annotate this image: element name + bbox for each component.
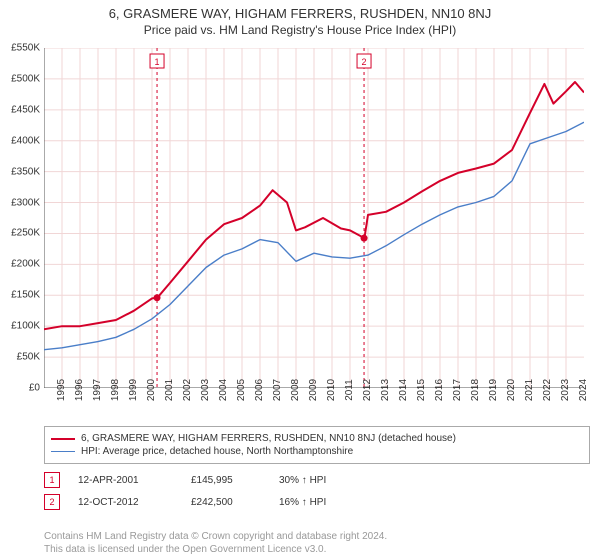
attribution-line1: Contains HM Land Registry data © Crown c… xyxy=(44,530,584,543)
y-tick-label: £100K xyxy=(0,321,40,332)
y-tick-label: £200K xyxy=(0,259,40,270)
svg-text:2: 2 xyxy=(362,57,367,67)
attribution-line2: This data is licensed under the Open Gov… xyxy=(44,543,584,556)
sale-row: 2 12-OCT-2012 £242,500 16% ↑ HPI xyxy=(44,494,584,510)
chart-title-line1: 6, GRASMERE WAY, HIGHAM FERRERS, RUSHDEN… xyxy=(4,6,596,21)
sale-price: £242,500 xyxy=(191,497,261,508)
sale-date: 12-APR-2001 xyxy=(78,475,173,486)
sale-price: £145,995 xyxy=(191,475,261,486)
legend-swatch-hpi xyxy=(51,451,75,452)
chart-container: 6, GRASMERE WAY, HIGHAM FERRERS, RUSHDEN… xyxy=(0,0,600,560)
svg-text:1: 1 xyxy=(155,57,160,67)
y-tick-label: £450K xyxy=(0,104,40,115)
sale-delta: 16% ↑ HPI xyxy=(279,497,369,508)
attribution: Contains HM Land Registry data © Crown c… xyxy=(44,530,584,556)
legend-label-property: 6, GRASMERE WAY, HIGHAM FERRERS, RUSHDEN… xyxy=(81,433,456,444)
y-axis-labels: £0£50K£100K£150K£200K£250K£300K£350K£400… xyxy=(0,48,42,388)
x-axis-labels: 1995199619971998199920002001200220032004… xyxy=(44,388,584,418)
legend-swatch-property xyxy=(51,438,75,440)
y-tick-label: £150K xyxy=(0,290,40,301)
plot-svg: 12 xyxy=(44,48,584,388)
y-tick-label: £0 xyxy=(0,383,40,394)
sales-table: 1 12-APR-2001 £145,995 30% ↑ HPI 2 12-OCT-201… xyxy=(44,466,584,516)
x-tick-label: 2024 xyxy=(566,379,589,401)
legend-row-property: 6, GRASMERE WAY, HIGHAM FERRERS, RUSHDEN… xyxy=(51,433,583,444)
y-tick-label: £350K xyxy=(0,166,40,177)
sale-marker-box: 1 xyxy=(44,472,60,488)
sale-date: 12-OCT-2012 xyxy=(78,497,173,508)
y-tick-label: £250K xyxy=(0,228,40,239)
chart-title-block: 6, GRASMERE WAY, HIGHAM FERRERS, RUSHDEN… xyxy=(0,0,600,41)
y-tick-label: £500K xyxy=(0,73,40,84)
sale-delta: 30% ↑ HPI xyxy=(279,475,369,486)
sale-row: 1 12-APR-2001 £145,995 30% ↑ HPI xyxy=(44,472,584,488)
legend-label-hpi: HPI: Average price, detached house, Nort… xyxy=(81,446,353,457)
y-tick-label: £50K xyxy=(0,352,40,363)
plot-area: 12 xyxy=(44,48,584,388)
y-tick-label: £300K xyxy=(0,197,40,208)
chart-title-line2: Price paid vs. HM Land Registry's House … xyxy=(4,23,596,37)
legend-row-hpi: HPI: Average price, detached house, Nort… xyxy=(51,446,583,457)
y-tick-label: £550K xyxy=(0,43,40,54)
y-tick-label: £400K xyxy=(0,135,40,146)
sale-marker-box: 2 xyxy=(44,494,60,510)
legend: 6, GRASMERE WAY, HIGHAM FERRERS, RUSHDEN… xyxy=(44,426,590,464)
